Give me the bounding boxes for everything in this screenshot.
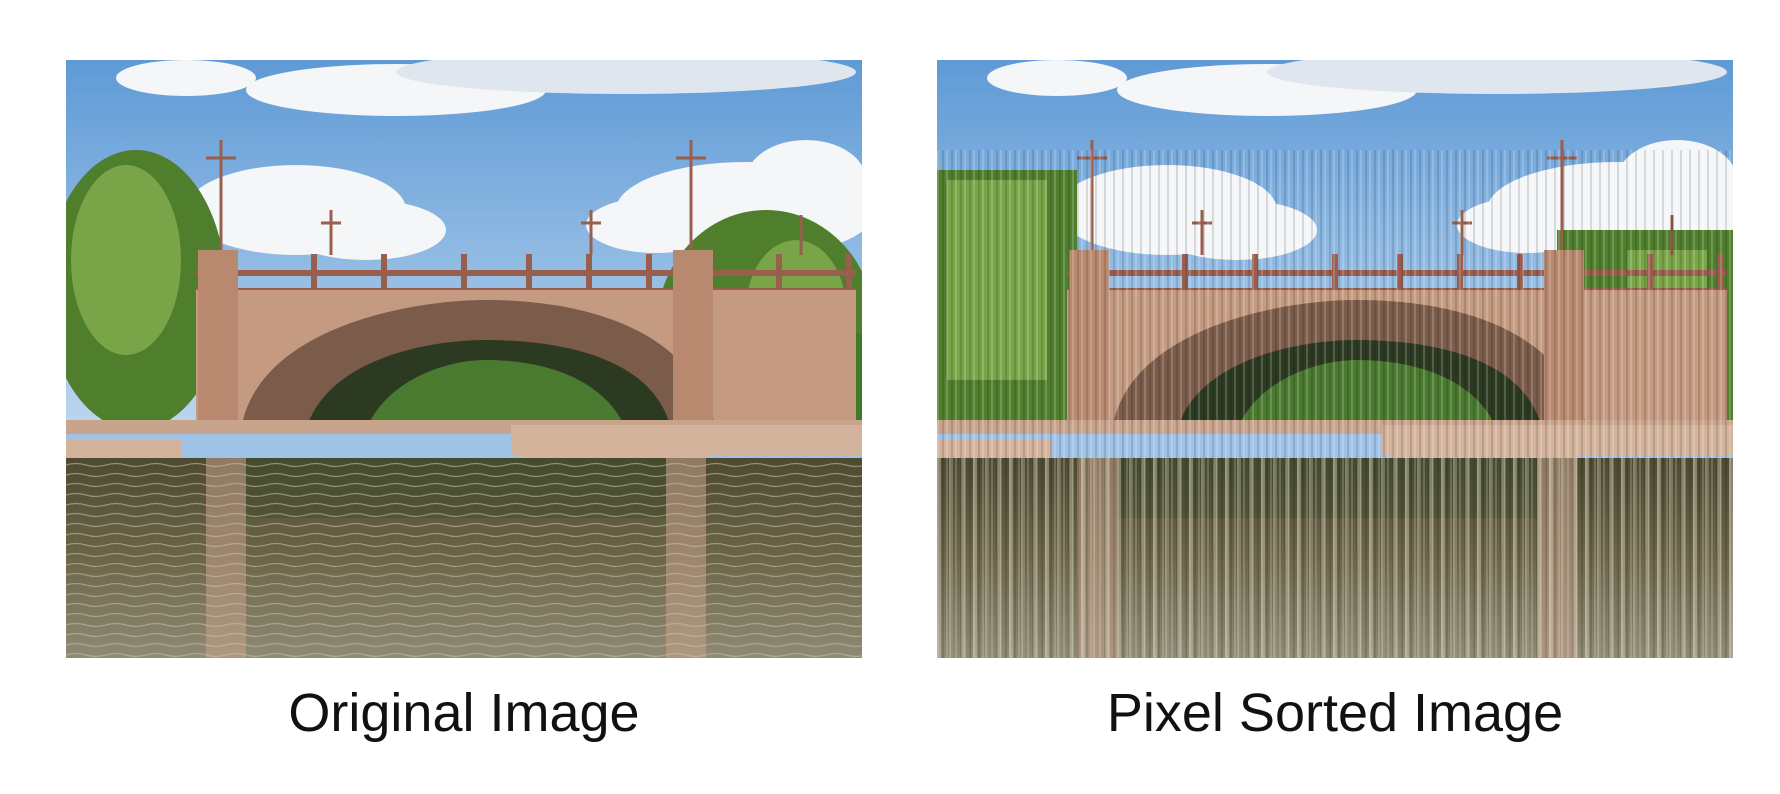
original-image (66, 60, 862, 658)
original-image-caption: Original Image (288, 683, 640, 743)
pixel-sorted-image-caption: Pixel Sorted Image (1106, 683, 1564, 743)
original-image-panel (66, 60, 862, 658)
pixel-sorted-image (937, 60, 1733, 658)
pixel-sorted-image-panel (937, 60, 1733, 658)
